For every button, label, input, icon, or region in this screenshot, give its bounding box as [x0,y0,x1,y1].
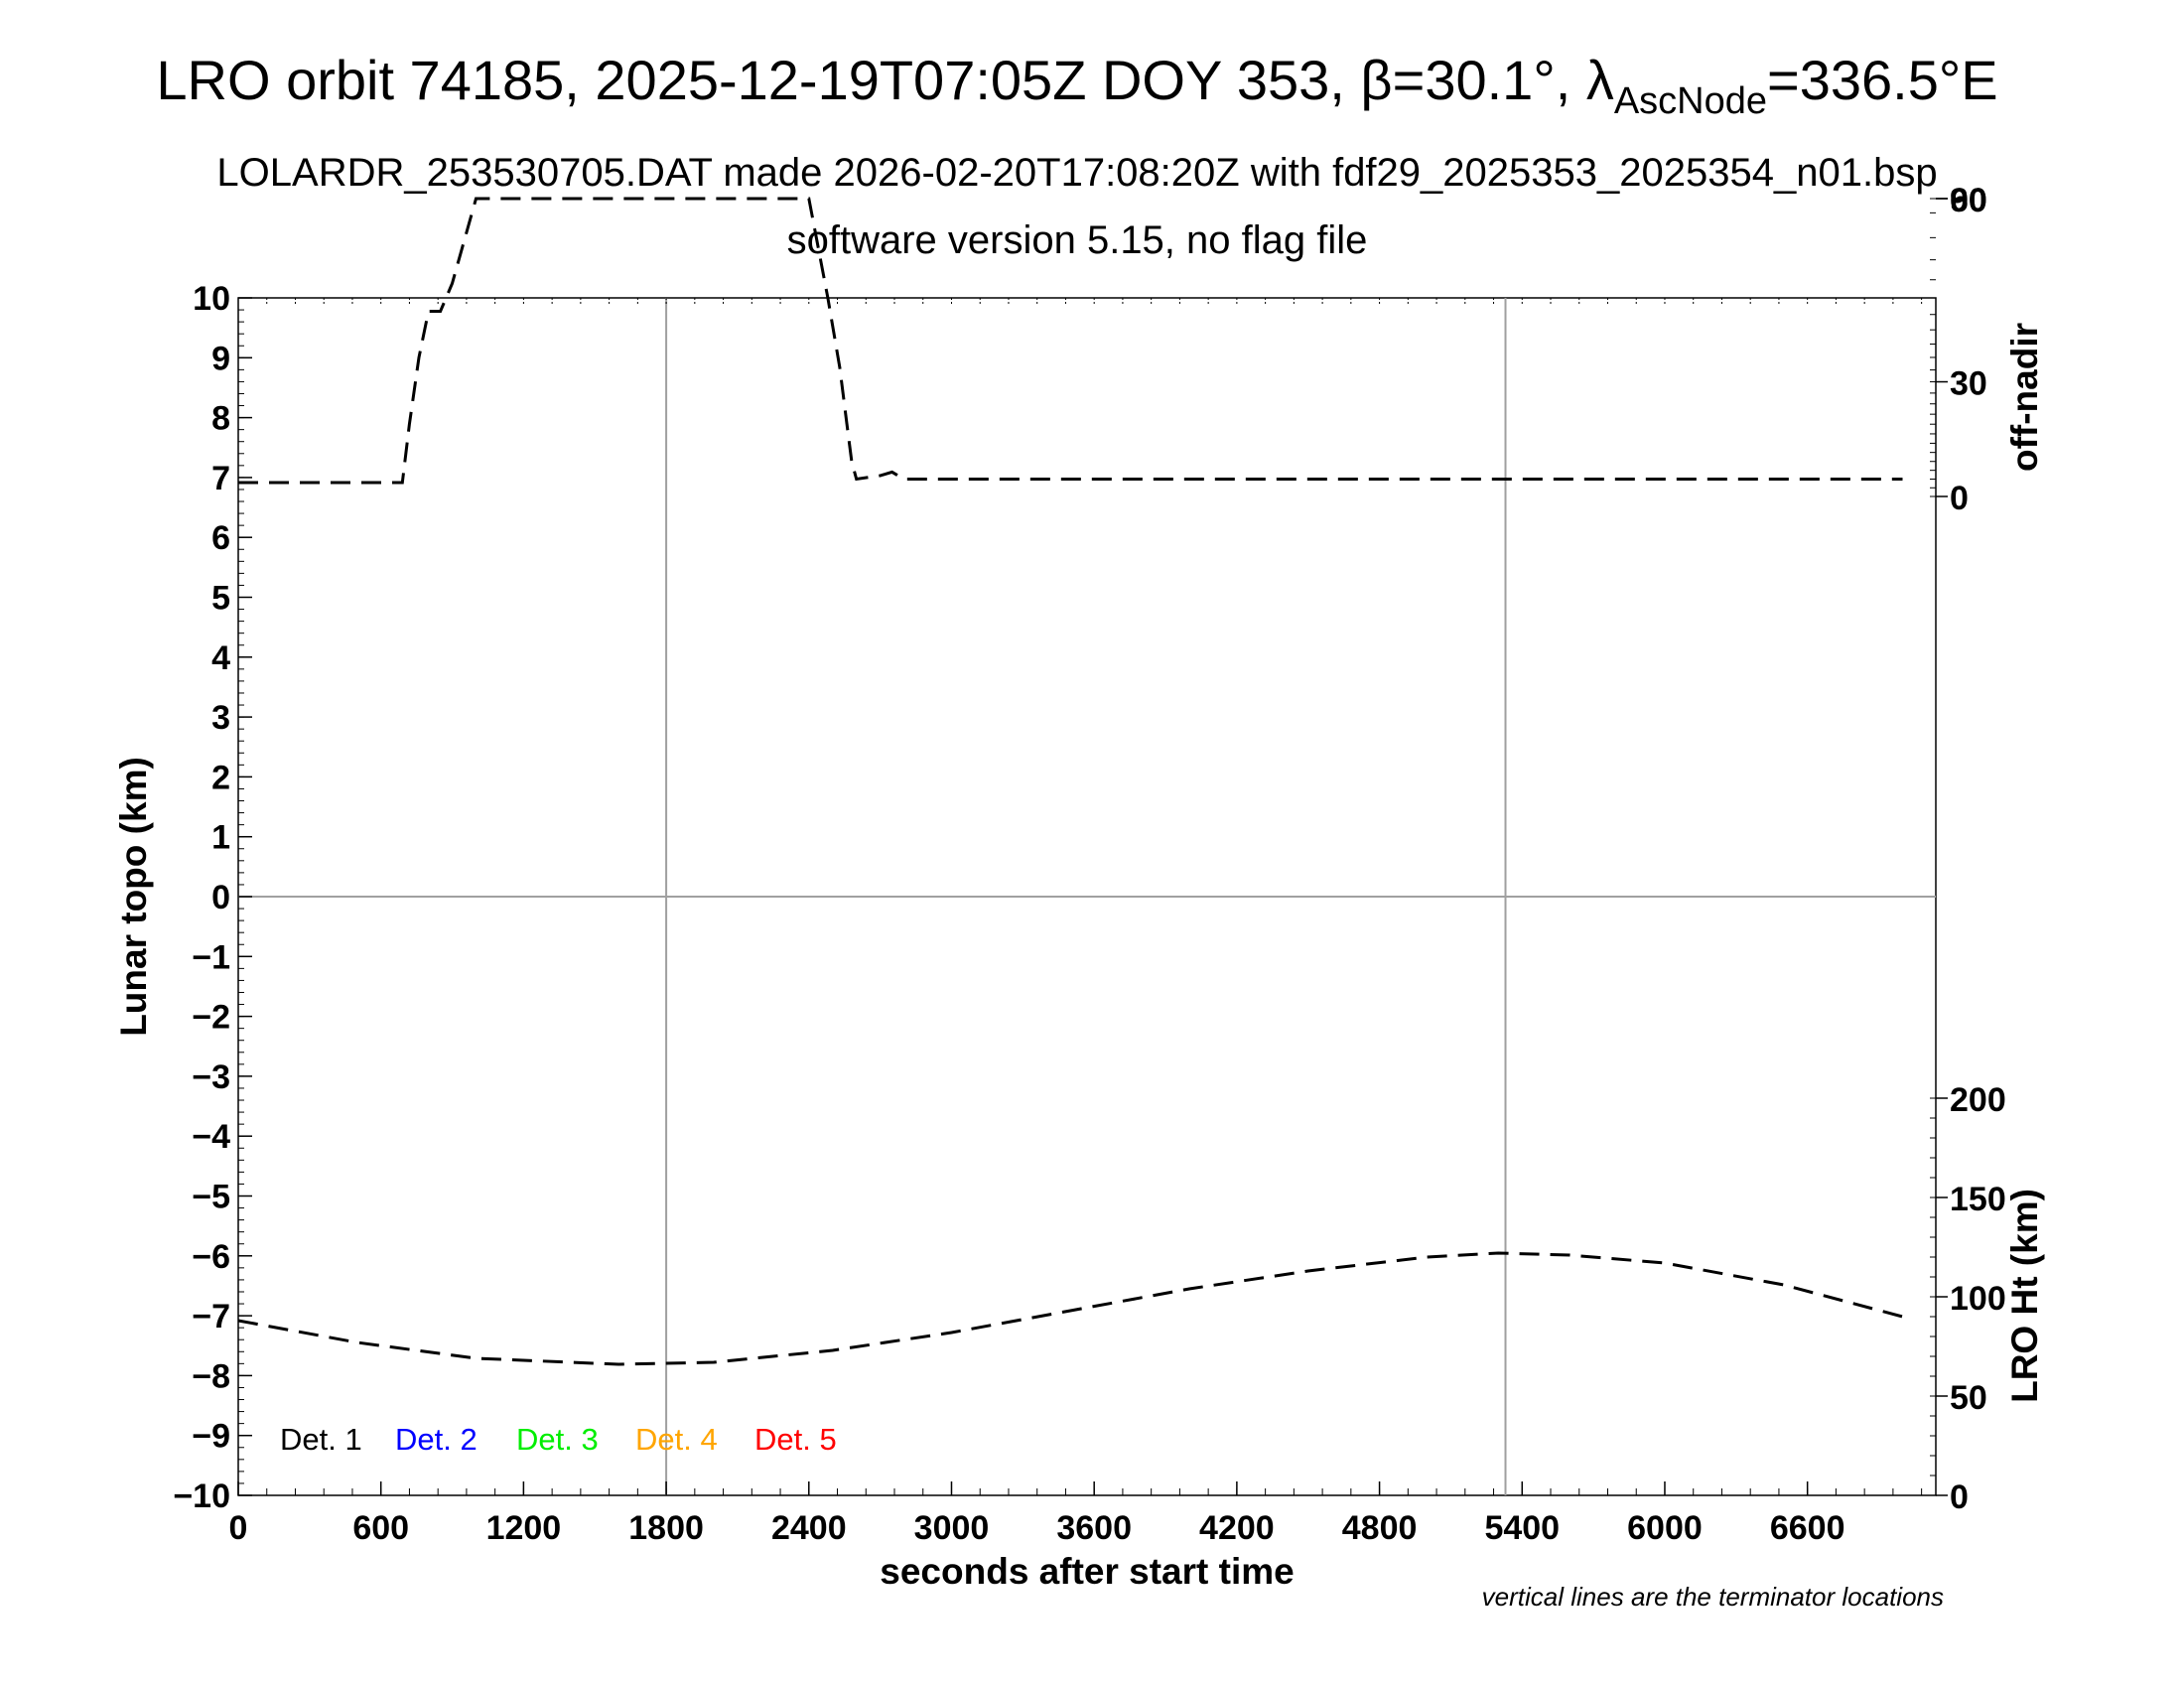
y-tick-label: 6 [211,519,230,557]
y-tick-label: 1 [211,819,230,857]
x-tick-label: 4800 [1342,1509,1418,1547]
y-axis-label-left: Lunar topo (km) [113,757,154,1037]
x-tick-label: 1200 [486,1509,562,1547]
legend-item: Det. 3 [516,1422,599,1457]
legend: Det. 1 Det. 2 Det. 3 Det. 4 Det. 5 [280,1422,837,1457]
x-axis-label: seconds after start time [880,1551,1294,1592]
y-tick-label: 4 [211,639,230,677]
y-tick-label: 2 [211,759,230,796]
y-tick-label: −1 [192,938,230,976]
legend-item: Det. 1 [280,1422,362,1457]
legend-item: Det. 2 [395,1422,478,1457]
lro_height-line [237,1251,1903,1366]
plot-grid [238,298,1936,1495]
lro-height-tick-label: 150 [1950,1181,2006,1218]
off-nadir-tick-label: 0 [1950,480,1969,517]
lro-height-tick-label: 100 [1950,1280,2006,1318]
off_nadir-line [238,197,1903,485]
off-nadir-tick-label: 60 [1950,182,1987,219]
lro-height-tick-label: 0 [1950,1478,1969,1516]
y-tick-label: −4 [192,1118,230,1156]
y-tick-label: 7 [211,460,230,497]
data-series [237,197,1903,1366]
x-tick-label: 1800 [628,1509,704,1547]
y-tick-label: −3 [192,1058,230,1096]
y-axis-label-off-nadir: off-nadir [2004,323,2045,472]
y-tick-label: 5 [211,580,230,618]
chart-subtitle-software: software version 5.15, no flag file [787,218,1368,262]
y-tick-label: −2 [192,999,230,1037]
legend-item: Det. 5 [754,1422,837,1457]
y-tick-label: −8 [192,1357,230,1395]
legend-item: Det. 4 [635,1422,718,1457]
y-tick-label: −10 [173,1477,230,1515]
y-tick-label: −5 [192,1179,230,1216]
y-tick-label: 8 [211,400,230,438]
terminator-note: vertical lines are the terminator locati… [1482,1582,1944,1612]
y-tick-label: 9 [211,340,230,377]
x-tick-label: 6600 [1770,1509,1845,1547]
x-tick-label: 3000 [914,1509,990,1547]
x-tick-label: 3600 [1056,1509,1132,1547]
y-tick-label: −6 [192,1238,230,1276]
y-tick-label: −9 [192,1418,230,1456]
x-tick-label: 5400 [1484,1509,1560,1547]
y-axis-label-lro-height: LRO Ht (km) [2004,1189,2045,1403]
off-nadir-tick-label: 90 [1950,182,1987,219]
y-tick-label: 0 [211,879,230,916]
x-tick-label: 6000 [1627,1509,1703,1547]
x-tick-label: 0 [229,1509,248,1547]
chart-subtitle-file: LOLARDR_253530705.DAT made 2026-02-20T17… [216,151,1937,195]
y-tick-label: −7 [192,1298,230,1336]
x-tick-label: 2400 [771,1509,847,1547]
lro-height-tick-label: 200 [1950,1081,2006,1119]
y-tick-label: 3 [211,699,230,737]
axis-ticks: 0 600 1200 1800 2400 3000 3600 4200 4800 5400 6000… [173,182,2005,1547]
x-tick-label: 4200 [1199,1509,1275,1547]
x-tick-label: 600 [352,1509,409,1547]
lro-height-tick-label: 50 [1950,1379,1987,1417]
off-nadir-tick-label: 30 [1950,365,1987,403]
chart-title: LRO orbit 74185, 2025-12-19T07:05Z DOY 3… [156,49,1997,122]
y-tick-label: 10 [193,280,230,318]
